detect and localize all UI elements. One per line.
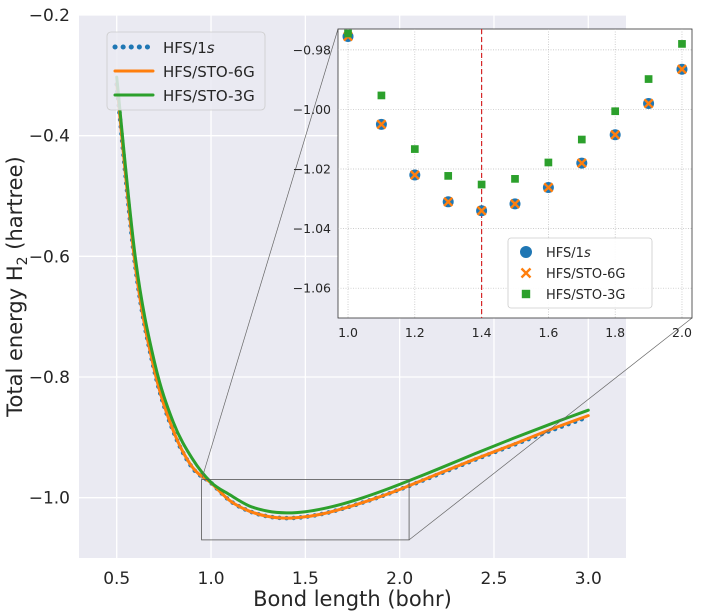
main-x-tick-label: 0.5 [103,569,130,589]
inset-x-tick-label: 1.4 [472,325,492,340]
main-y-tick-label: −0.2 [29,6,70,26]
inset-point-1 [510,198,520,209]
inset-point-2 [678,40,686,48]
inset-point-1 [409,170,420,180]
inset-legend-label: HFS/STO-6G [546,267,625,282]
inset-y-tick-label: −1.06 [293,281,331,296]
connector-line [201,28,339,480]
main-y-tick-label: −0.6 [29,247,70,267]
inset-legend-label: HFS/1s [546,246,591,261]
x-axis-title: Bond length (bohr) [253,587,452,611]
main-y-tick-label: −0.4 [29,127,70,147]
inset-point-2 [577,135,586,144]
inset-point-2 [444,172,453,180]
main-x-tick-label: 1.5 [292,569,319,589]
inset-y-tick-label: −0.98 [293,42,331,57]
inset-y-tick-label: −1.00 [293,102,331,117]
inset-y-tick-labels: −1.06 −1.04 −1.02 −1.00 −0.98 [293,42,331,295]
inset-x-tick-labels: 1.0 1.2 1.4 1.6 1.8 2.0 [338,325,692,340]
inset-point-2 [511,175,519,183]
main-x-tick-labels: 0.5 1.0 1.5 2.0 2.5 3.0 [103,569,602,589]
main-legend-label: HFS/STO-3G [163,87,255,105]
inset-point-1 [610,129,621,140]
inset-x-tick-label: 1.0 [338,325,358,340]
zoom-region-box [201,479,410,541]
y-axis-title: Total energy H2 (hartree) [3,156,31,417]
inset-point-2 [344,29,352,38]
main-y-tick-label: −0.8 [29,368,70,388]
inset-legend: HFS/1s HFS/STO-6G HFS/STO-3G [507,237,653,309]
inset-legend-label: HFS/STO-3G [546,288,625,303]
inset-point-2 [377,91,386,100]
inset-x-tick-label: 1.8 [605,325,625,340]
inset-point-1 [643,98,654,109]
y-axis-title-unit: (hartree) [3,156,27,256]
connector-line [408,317,693,541]
inset-point-2 [611,107,620,116]
inset-legend-marker [520,267,532,279]
inset-point-1 [443,196,454,207]
main-x-tick-label: 1.0 [198,569,225,589]
inset-point-1 [576,158,587,169]
inset-point-1 [476,205,487,216]
inset-point-1 [677,64,687,75]
inset-point-2 [644,75,653,83]
series-line-1 [115,82,590,520]
y-axis-title-main: Total energy H [3,265,27,417]
inset-legend-frame [507,237,653,309]
inset-series-markers [342,29,688,217]
y-axis-title-subscript: 2 [15,256,31,265]
series-line-2 [115,75,590,515]
inset-legend-marker [520,246,532,258]
inset-point-2 [544,158,553,167]
main-legend-label: HFS/1s [163,39,215,57]
main-x-tick-label: 2.5 [480,569,507,589]
main-series-lines [114,75,591,521]
inset-chart: 1.0 1.2 1.4 1.6 1.8 2.0 −1.06−1.04−1.02−1.00−… [293,28,693,340]
inset-point-1 [543,182,554,193]
inset-point-1 [376,119,387,130]
main-legend-label: HFS/STO-6G [163,63,255,81]
zoom-connector-lines [201,28,693,541]
inset-y-tick-label: −1.04 [293,221,331,236]
inset-y-tick-label: −1.02 [293,162,331,177]
main-x-tick-label: 3.0 [575,569,602,589]
inset-legend-marker [521,289,531,299]
inset-x-tick-label: 1.6 [538,325,558,340]
main-y-tick-labels: −1.0 −0.8 −0.6 −0.4 −0.2 [29,6,70,509]
main-legend: HFS/1s HFS/STO-6G HFS/STO-3G [106,31,266,111]
inset-x-tick-label: 2.0 [672,325,692,340]
main-y-tick-label: −1.0 [29,489,70,509]
main-x-tick-label: 2.0 [386,569,413,589]
inset-point-2 [410,145,419,153]
main-legend-frame [106,31,266,111]
inset-point-2 [477,180,486,189]
inset-x-tick-label: 1.2 [405,325,425,340]
